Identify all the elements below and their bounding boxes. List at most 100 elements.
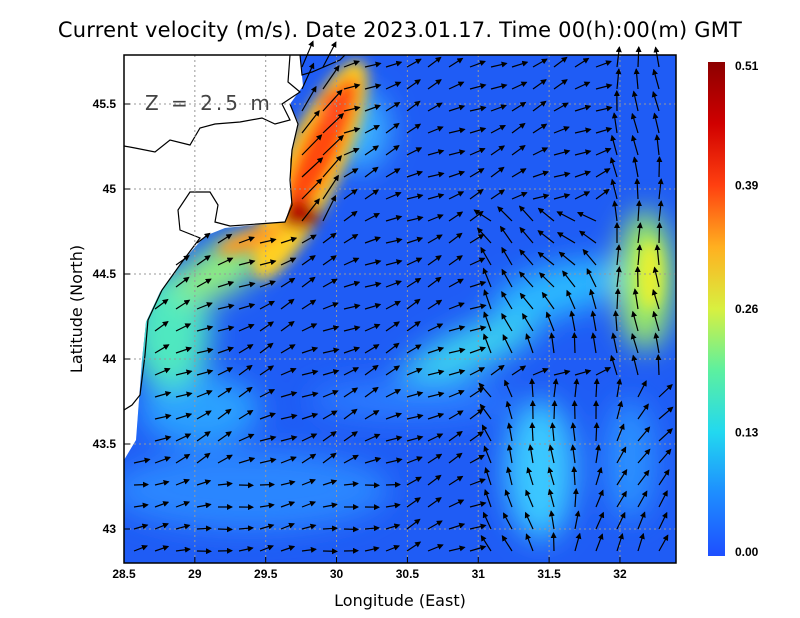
current-vector-arrow <box>427 255 442 266</box>
y-tick-label: 45 <box>103 182 117 196</box>
y-tick-label: 45.5 <box>93 97 117 111</box>
current-vector-arrow <box>322 347 340 354</box>
current-vector-arrow <box>483 289 492 310</box>
current-vector-arrow <box>609 156 618 178</box>
current-vector-arrow <box>574 81 591 90</box>
current-vector-arrow <box>322 195 337 222</box>
current-vector-arrow <box>532 193 550 200</box>
current-vector-arrow <box>322 174 339 200</box>
current-vector-arrow <box>364 145 380 156</box>
current-vector-arrow <box>385 502 401 509</box>
current-vector-arrow <box>406 123 422 134</box>
current-vector-arrow <box>537 230 555 244</box>
current-vector-arrow <box>545 311 555 332</box>
current-vector-arrow <box>522 313 534 332</box>
current-vector-arrow <box>238 259 256 266</box>
current-vector-arrow <box>364 546 380 552</box>
current-vector-arrow <box>427 299 443 310</box>
current-vector-arrow <box>427 214 444 222</box>
current-vector-arrow <box>511 168 527 178</box>
current-vector-arrow <box>630 112 639 134</box>
current-vector-arrow <box>547 488 555 508</box>
current-vector-arrow <box>217 280 235 288</box>
current-vector-arrow <box>364 525 380 532</box>
current-vector-arrow <box>502 512 513 530</box>
current-vector-arrow <box>385 457 403 464</box>
current-vector-arrow <box>571 466 578 486</box>
current-vector-arrow <box>582 248 597 266</box>
current-vector-arrow <box>616 400 624 420</box>
current-vector-arrow <box>259 481 275 488</box>
current-vector-arrow <box>610 178 618 200</box>
current-vector-arrow <box>280 277 296 288</box>
current-vector-arrow <box>133 481 149 488</box>
current-vector-arrow <box>656 156 663 178</box>
current-vector-arrow <box>175 453 191 464</box>
current-vector-arrow <box>301 134 323 156</box>
current-vector-arrow <box>484 466 492 486</box>
current-vector-arrow <box>217 367 234 376</box>
current-vector-arrow <box>154 367 171 376</box>
current-vector-arrow <box>406 391 424 398</box>
current-vector-arrow <box>595 168 611 178</box>
current-vector-arrow <box>526 466 534 486</box>
current-vector-arrow <box>196 232 211 244</box>
current-vector-arrow <box>635 200 642 222</box>
current-vector-arrow <box>427 234 443 244</box>
current-vector-arrow <box>175 546 191 553</box>
current-vector-arrow <box>364 83 382 90</box>
current-vector-arrow <box>322 134 344 156</box>
current-vector-arrow <box>556 211 576 222</box>
current-vector-arrow <box>525 333 534 354</box>
current-vector-arrow <box>238 525 254 532</box>
current-vector-arrow <box>482 511 492 530</box>
current-vector-arrow <box>322 302 339 310</box>
current-vector-arrow <box>615 266 622 288</box>
current-vector-arrow <box>590 310 597 332</box>
current-vector-arrow <box>343 147 360 156</box>
current-vector-arrow <box>364 344 380 354</box>
current-vector-arrow <box>196 325 214 332</box>
current-vector-arrow <box>385 435 403 442</box>
current-vector-arrow <box>427 276 442 288</box>
current-vector-arrow <box>385 259 403 266</box>
current-vector-arrow <box>480 534 492 552</box>
current-vector-arrow <box>612 200 619 222</box>
current-vector-arrow <box>175 391 193 398</box>
current-vector-arrow <box>280 479 296 486</box>
current-vector-arrow <box>532 100 547 112</box>
current-vector-arrow <box>322 232 337 244</box>
current-vector-arrow <box>175 346 193 354</box>
current-vector-arrow <box>637 532 645 552</box>
current-vector-arrow <box>406 367 423 376</box>
x-tick-label: 30.5 <box>396 567 420 581</box>
current-vector-arrow <box>364 212 380 222</box>
current-vector-arrow <box>553 171 571 178</box>
current-vector-arrow <box>637 490 648 508</box>
current-vector-arrow <box>301 276 316 288</box>
current-vector-arrow <box>322 479 338 486</box>
current-vector-arrow <box>504 379 513 398</box>
current-vector-arrow <box>595 466 603 486</box>
current-vector-arrow <box>481 424 492 442</box>
current-vector-arrow <box>511 60 529 68</box>
x-tick-label: 32 <box>613 567 627 581</box>
current-vector-arrow <box>364 302 382 310</box>
current-vector-arrow <box>427 453 443 464</box>
current-vector-arrow <box>196 502 212 509</box>
current-vector-arrow <box>427 193 445 200</box>
current-vector-arrow <box>525 533 534 552</box>
current-vector-arrow <box>532 123 548 134</box>
current-vector-arrow <box>532 367 549 376</box>
current-vector-arrow <box>385 342 400 354</box>
current-vector-arrow <box>385 237 403 244</box>
current-vector-arrow <box>511 191 528 200</box>
current-vector-arrow <box>578 230 597 244</box>
current-vector-arrow <box>595 489 604 508</box>
current-vector-arrow <box>259 259 277 266</box>
current-vector-arrow <box>573 378 580 398</box>
current-vector-arrow <box>538 272 555 288</box>
current-vector-arrow <box>469 60 486 68</box>
current-vector-arrow <box>614 288 621 310</box>
